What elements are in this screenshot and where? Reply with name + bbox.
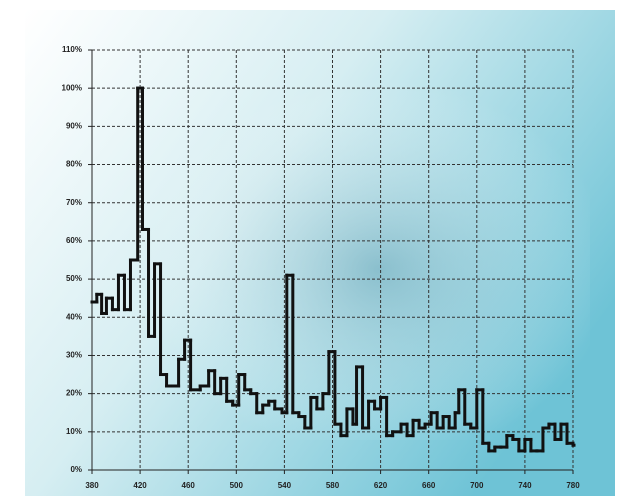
x-tick-label: 460	[182, 481, 196, 490]
x-tick-label: 740	[518, 481, 532, 490]
x-tick-label: 420	[133, 481, 147, 490]
x-tick-label: 580	[326, 481, 340, 490]
x-tick-label: 780	[566, 481, 580, 490]
x-tick-label: 700	[470, 481, 484, 490]
y-tick-label: 100%	[62, 83, 82, 92]
y-tick-label: 20%	[66, 389, 82, 398]
y-tick-label: 70%	[66, 198, 82, 207]
x-tick-label: 500	[230, 481, 244, 490]
x-tick-label: 620	[374, 481, 388, 490]
y-tick-label: 50%	[66, 274, 82, 283]
y-tick-label: 30%	[66, 351, 82, 360]
y-tick-label: 90%	[66, 121, 82, 130]
y-tick-label: 110%	[62, 45, 82, 54]
x-tick-label: 540	[278, 481, 292, 490]
y-tick-label: 40%	[66, 312, 82, 321]
y-tick-label: 80%	[66, 160, 82, 169]
background-image	[120, 60, 590, 440]
y-tick-label: 0%	[70, 465, 82, 474]
y-tick-label: 60%	[66, 236, 82, 245]
x-tick-label: 380	[85, 481, 99, 490]
x-tick-label: 660	[422, 481, 436, 490]
y-tick-label: 10%	[66, 427, 82, 436]
